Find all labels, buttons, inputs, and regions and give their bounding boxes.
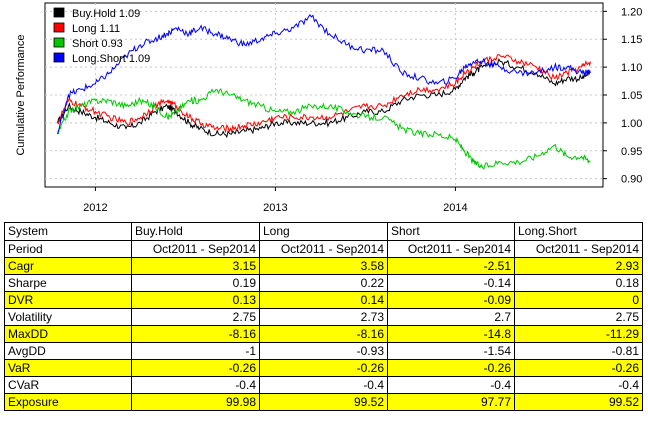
table-cell: -0.26 bbox=[259, 359, 388, 377]
series-line-long bbox=[57, 54, 591, 134]
table-header-cell: Buy.Hold bbox=[131, 222, 260, 241]
table-cell: 2.7 bbox=[387, 308, 515, 326]
x-tick-label: 2014 bbox=[443, 202, 467, 214]
table-cell: 2.75 bbox=[131, 308, 260, 326]
table-row: Sharpe 0.19 0.22 -0.14 0.18 bbox=[4, 274, 643, 292]
performance-chart: 0.90 0.95 1.00 1.05 1.10 1.15 1.20 2012 2013 2014… bbox=[15, 2, 642, 214]
table-cell: -1.54 bbox=[387, 342, 515, 360]
legend-swatch bbox=[53, 52, 65, 63]
table-cell: -0.14 bbox=[387, 274, 515, 292]
table-cell: Oct2011 - Sep2014 bbox=[259, 240, 388, 258]
x-tick-label: 2012 bbox=[83, 202, 107, 214]
series-line-buy-hold bbox=[57, 58, 591, 139]
series-line-short bbox=[57, 88, 591, 170]
table-row: CVaR -0.4 -0.4 -0.4 -0.4 bbox=[4, 376, 643, 394]
y-axis-label: Cumulative Performance bbox=[15, 34, 27, 155]
table-cell: Oct2011 - Sep2014 bbox=[387, 240, 515, 258]
legend: Buy.Hold 1.09 Long 1.11 Short 0.93 Long.Sho… bbox=[53, 7, 150, 65]
table-cell: -0.26 bbox=[387, 359, 515, 377]
y-tick-label: 1.05 bbox=[621, 90, 642, 102]
table-cell: -2.51 bbox=[387, 257, 515, 275]
table-cell: -0.4 bbox=[131, 376, 260, 394]
table-cell: -8.16 bbox=[131, 325, 260, 343]
table-header-row: System Buy.Hold Long Short Long.Short bbox=[4, 222, 643, 241]
table-row: DVR 0.13 0.14 -0.09 0 bbox=[4, 291, 643, 309]
table-cell: 99.98 bbox=[131, 393, 260, 411]
legend-swatch bbox=[53, 37, 65, 48]
row-label: Cagr bbox=[4, 257, 132, 275]
table-cell: 99.52 bbox=[259, 393, 388, 411]
legend-swatch bbox=[53, 7, 65, 18]
legend-entry: Short 0.93 bbox=[72, 38, 123, 50]
table-header-cell: Long.Short bbox=[514, 222, 643, 241]
table-header-cell: Short bbox=[387, 222, 515, 241]
table-cell: 0.13 bbox=[131, 291, 260, 309]
performance-table: System Buy.Hold Long Short Long.Short Period O… bbox=[4, 222, 643, 411]
table-cell: 3.15 bbox=[131, 257, 260, 275]
row-label: CVaR bbox=[4, 376, 132, 394]
table-cell: -8.16 bbox=[259, 325, 388, 343]
table-cell: -0.26 bbox=[514, 359, 643, 377]
table-cell: 0.19 bbox=[131, 274, 260, 292]
legend-entry: Long.Short 1.09 bbox=[72, 53, 150, 65]
y-tick-label: 1.10 bbox=[621, 62, 642, 74]
y-tick-label: 1.00 bbox=[621, 118, 642, 130]
table-cell: 0 bbox=[514, 291, 643, 309]
y-tick-label: 0.95 bbox=[621, 146, 642, 158]
table-header-cell: Long bbox=[259, 222, 388, 241]
row-label: AvgDD bbox=[4, 342, 132, 360]
table-cell: 0.18 bbox=[514, 274, 643, 292]
table-cell: -0.81 bbox=[514, 342, 643, 360]
table-cell: 0.14 bbox=[259, 291, 388, 309]
table-row: Cagr 3.15 3.58 -2.51 2.93 bbox=[4, 257, 643, 275]
table-row: MaxDD -8.16 -8.16 -14.8 -11.29 bbox=[4, 325, 643, 343]
table-row: Volatility 2.75 2.73 2.7 2.75 bbox=[4, 308, 643, 326]
table-cell: -0.26 bbox=[131, 359, 260, 377]
table-cell: -0.93 bbox=[259, 342, 388, 360]
row-label: MaxDD bbox=[4, 325, 132, 343]
table-row: Exposure 99.98 99.52 97.77 99.52 bbox=[4, 393, 643, 411]
row-label: VaR bbox=[4, 359, 132, 377]
table-cell: 0.22 bbox=[259, 274, 388, 292]
table-row: VaR -0.26 -0.26 -0.26 -0.26 bbox=[4, 359, 643, 377]
table-cell: -14.8 bbox=[387, 325, 515, 343]
table-cell: 99.52 bbox=[514, 393, 643, 411]
table-cell: 2.73 bbox=[259, 308, 388, 326]
table-cell: -1 bbox=[131, 342, 260, 360]
table-cell: -0.09 bbox=[387, 291, 515, 309]
x-tick-label: 2013 bbox=[263, 202, 287, 214]
y-tick-label: 0.90 bbox=[621, 174, 642, 186]
legend-swatch bbox=[53, 22, 65, 33]
table-cell: 2.75 bbox=[514, 308, 643, 326]
table-cell: 2.93 bbox=[514, 257, 643, 275]
table-row: Period Oct2011 - Sep2014 Oct2011 - Sep2014… bbox=[4, 240, 643, 258]
legend-entry: Long 1.11 bbox=[72, 23, 120, 35]
table-cell: -0.4 bbox=[387, 376, 515, 394]
y-tick-label: 1.20 bbox=[621, 6, 642, 18]
table-header-cell: System bbox=[4, 222, 132, 241]
table-row: AvgDD -1 -0.93 -1.54 -0.81 bbox=[4, 342, 643, 360]
row-label: Period bbox=[4, 240, 132, 258]
table-cell: -0.4 bbox=[514, 376, 643, 394]
table-cell: -11.29 bbox=[514, 325, 643, 343]
legend-entry: Buy.Hold 1.09 bbox=[72, 8, 140, 20]
series-lines bbox=[57, 14, 591, 170]
table-cell: 3.58 bbox=[259, 257, 388, 275]
table-cell: Oct2011 - Sep2014 bbox=[131, 240, 260, 258]
row-label: Sharpe bbox=[4, 274, 132, 292]
table-cell: -0.4 bbox=[259, 376, 388, 394]
table-cell: Oct2011 - Sep2014 bbox=[514, 240, 643, 258]
row-label: DVR bbox=[4, 291, 132, 309]
y-tick-label: 1.15 bbox=[621, 34, 642, 46]
axis-ticks: 0.90 0.95 1.00 1.05 1.10 1.15 1.20 2012 2013 2014 bbox=[83, 6, 642, 214]
row-label: Volatility bbox=[4, 308, 132, 326]
row-label: Exposure bbox=[4, 393, 132, 411]
table-cell: 97.77 bbox=[387, 393, 515, 411]
series-line-long-short bbox=[57, 14, 591, 135]
